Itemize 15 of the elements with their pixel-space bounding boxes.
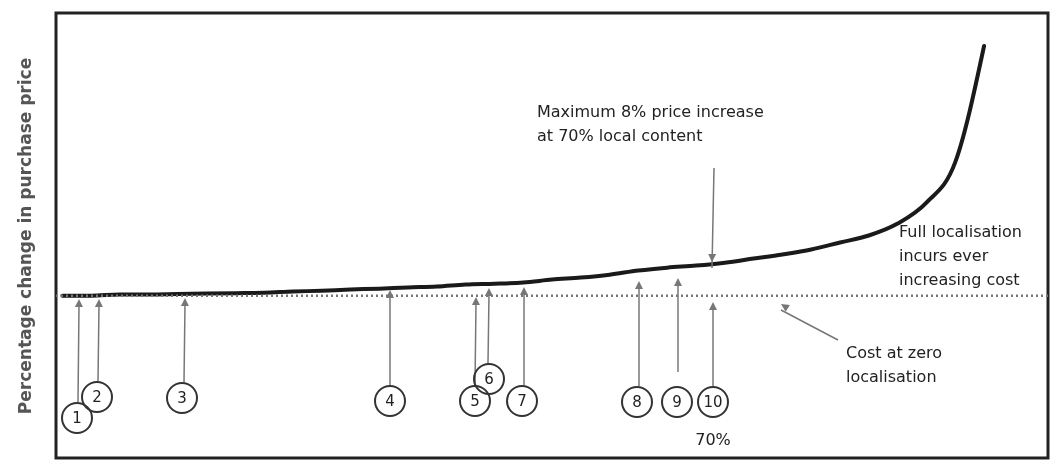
y-axis-title: Percentage change in purchase price bbox=[14, 57, 35, 415]
ref-line-label: Cost at zero localisation bbox=[846, 343, 943, 386]
annotation: 9 bbox=[672, 393, 682, 411]
annotation: Maximum 8% price increase at 70% local content bbox=[537, 102, 764, 145]
annotation: 4 bbox=[385, 392, 395, 410]
annotation: Full localisation incurs ever increasing cost bbox=[899, 222, 1022, 289]
annotation: 6 bbox=[484, 370, 494, 388]
annotation: 7 bbox=[517, 392, 527, 410]
annotation: 5 bbox=[470, 392, 480, 410]
annotation: 1 bbox=[72, 409, 82, 427]
annotation: 8 bbox=[632, 393, 642, 411]
annotation: 70% bbox=[695, 430, 731, 449]
annotation: 10 bbox=[703, 393, 723, 411]
annotation: 2 bbox=[92, 388, 102, 406]
annotation: 3 bbox=[177, 389, 187, 407]
